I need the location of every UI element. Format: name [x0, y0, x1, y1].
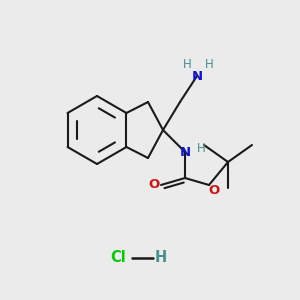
Text: N: N — [191, 70, 203, 83]
Text: H: H — [196, 142, 206, 154]
Text: N: N — [179, 146, 191, 158]
Text: H: H — [155, 250, 167, 266]
Text: O: O — [148, 178, 160, 191]
Text: O: O — [208, 184, 220, 197]
Text: H: H — [205, 58, 213, 70]
Text: Cl: Cl — [110, 250, 126, 266]
Text: H: H — [183, 58, 191, 70]
